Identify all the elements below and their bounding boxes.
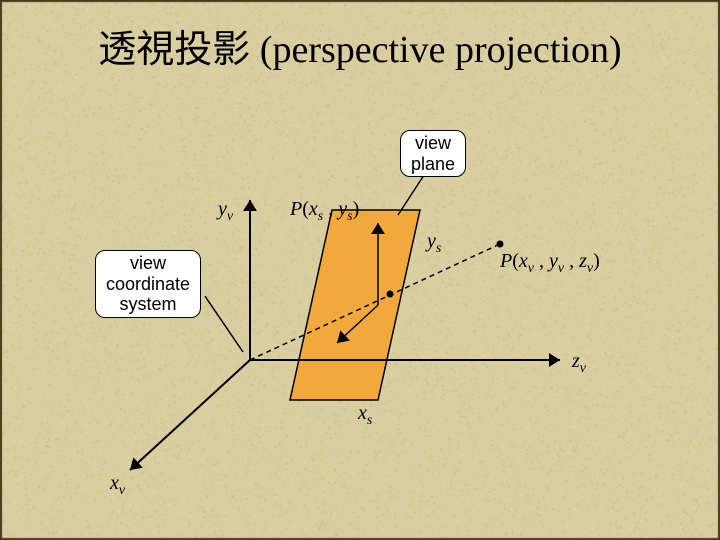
point-label-Pxv: P(xv , yv , zv): [500, 250, 600, 277]
point-label-Pxs: P(xs , ys): [290, 198, 359, 225]
callout-view-plane: viewplane: [400, 130, 466, 177]
slide-content: 透視投影 (perspective projection) viewplane …: [0, 0, 720, 540]
axis-label-ys: ys: [427, 230, 441, 257]
callout-view-coordinate-system: viewcoordinatesystem: [95, 250, 201, 318]
axis-label-xs: xs: [358, 402, 372, 429]
axis-label-xv: xv: [110, 472, 125, 499]
axis-label-zv: zv: [572, 350, 586, 377]
axis-label-yv: yv: [218, 198, 233, 225]
